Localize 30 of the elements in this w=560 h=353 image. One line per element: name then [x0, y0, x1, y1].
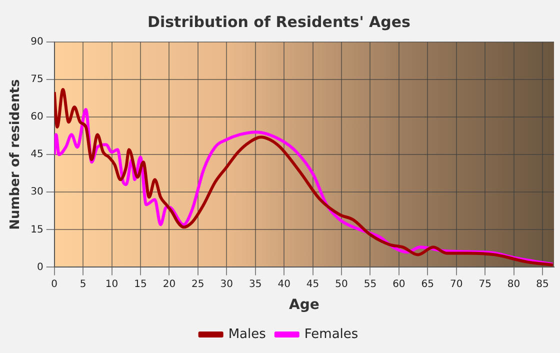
x-tick-label: 50: [335, 278, 348, 290]
y-tick-label: 45: [30, 149, 44, 160]
y-axis-title: Number of residents: [8, 79, 24, 230]
x-tick-label: 25: [192, 278, 204, 290]
x-tick-label: 35: [248, 278, 262, 290]
y-tick-label: 60: [30, 112, 44, 123]
x-tick-label: 60: [392, 278, 406, 290]
legend-label: Males: [228, 326, 266, 342]
y-tick-label: 75: [30, 74, 44, 86]
x-tick-label: 15: [134, 278, 147, 290]
x-tick-label: 20: [162, 278, 176, 290]
x-tick-label: 30: [220, 278, 233, 290]
x-tick-label: 55: [364, 278, 377, 290]
x-tick-label: 0: [51, 278, 58, 290]
x-tick-label: 85: [536, 278, 549, 290]
chart-title: Distribution of Residents' Ages: [148, 12, 411, 31]
x-axis-title: Age: [288, 297, 320, 314]
y-tick-label: 0: [36, 262, 44, 273]
y-tick-label: 30: [30, 186, 44, 198]
x-tick-label: 10: [105, 278, 118, 290]
y-tick-label: 15: [30, 224, 44, 236]
x-tick-label: 5: [80, 278, 86, 290]
x-tick-label: 80: [507, 278, 520, 290]
x-tick-label: 45: [306, 278, 320, 290]
y-tick-label: 90: [30, 36, 44, 48]
x-tick-label: 65: [421, 278, 434, 290]
legend-label: Females: [304, 326, 358, 342]
x-tick-label: 40: [278, 278, 290, 290]
x-tick-label: 75: [478, 278, 492, 290]
x-tick-label: 70: [450, 278, 463, 290]
